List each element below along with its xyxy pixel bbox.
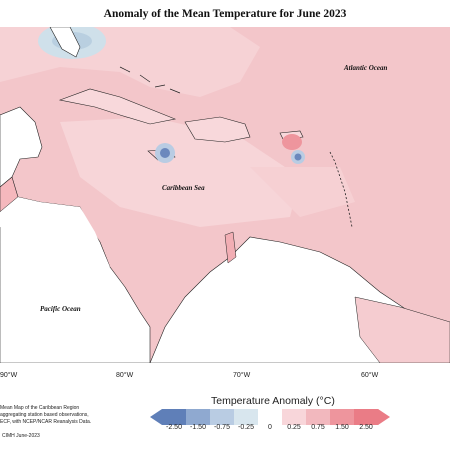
legend-tick-label: 0 — [268, 424, 272, 431]
note-line-1: Mean Map of the Caribbean Region — [0, 405, 80, 411]
land-cuba — [58, 88, 177, 125]
cool-anomaly-jamaica-core — [160, 148, 170, 158]
cool-anomaly-east-core — [294, 153, 302, 161]
legend-tick-label: -0.75 — [214, 424, 230, 431]
colorbar-segment — [186, 409, 211, 425]
legend-tick-label: 0.75 — [311, 424, 325, 431]
colorbar-segment — [282, 409, 307, 425]
lake-maracaibo — [224, 231, 237, 264]
colorbar-segment — [258, 409, 283, 425]
legend-tick-label: -1.50 — [190, 424, 206, 431]
lon-tick-70w: 70°W — [233, 372, 251, 379]
lesser-antilles — [329, 151, 353, 228]
lon-tick-80w: 80°W — [116, 372, 134, 379]
footer-credit: CIMH June-2023 — [2, 433, 40, 439]
pacific-ocean-label: Pacific Ocean — [40, 305, 81, 313]
land-guianas — [354, 296, 450, 363]
legend-tick-label: 0.25 — [287, 424, 301, 431]
pacific-blank — [0, 197, 110, 267]
map-canvas — [0, 27, 450, 363]
legend-tick-label: -2.50 — [166, 424, 182, 431]
note-line-2: aggregating station based observations, — [0, 412, 89, 418]
note-line-3: ECF, with NCEP/NCAR Reanalysis Data. — [0, 419, 92, 425]
colorbar-segment — [354, 409, 379, 425]
land-hispaniola — [184, 116, 251, 143]
colorbar-arrow-right — [378, 409, 390, 425]
lon-tick-90w: 90°W — [0, 372, 18, 379]
bahamas — [119, 66, 181, 94]
map-title: Anomaly of the Mean Temperature for June… — [103, 8, 347, 20]
colorbar-segment — [210, 409, 235, 425]
warm-anomaly-puerto-rico — [282, 134, 302, 150]
anomaly-map: Atlantic Ocean Caribbean Sea Pacific Oce… — [0, 27, 450, 363]
lon-tick-60w: 60°W — [361, 372, 379, 379]
land-florida — [49, 27, 81, 58]
atlantic-ocean-label: Atlantic Ocean — [344, 64, 388, 72]
legend-tick-label: 2.50 — [359, 424, 373, 431]
colorbar-segment — [162, 409, 187, 425]
colorbar-arrow-left — [150, 409, 162, 425]
colorbar-segment — [306, 409, 331, 425]
colorbar-segment — [330, 409, 355, 425]
warm-patch-caribbean — [60, 117, 300, 227]
legend-colorbar — [150, 409, 390, 425]
warm-patch-east — [250, 167, 355, 217]
legend-tick-label: 1.50 — [335, 424, 349, 431]
legend-title: Temperature Anomaly (°C) — [211, 395, 335, 407]
caribbean-sea-label: Caribbean Sea — [162, 184, 205, 192]
legend-tick-label: -0.25 — [238, 424, 254, 431]
colorbar-segment — [234, 409, 259, 425]
